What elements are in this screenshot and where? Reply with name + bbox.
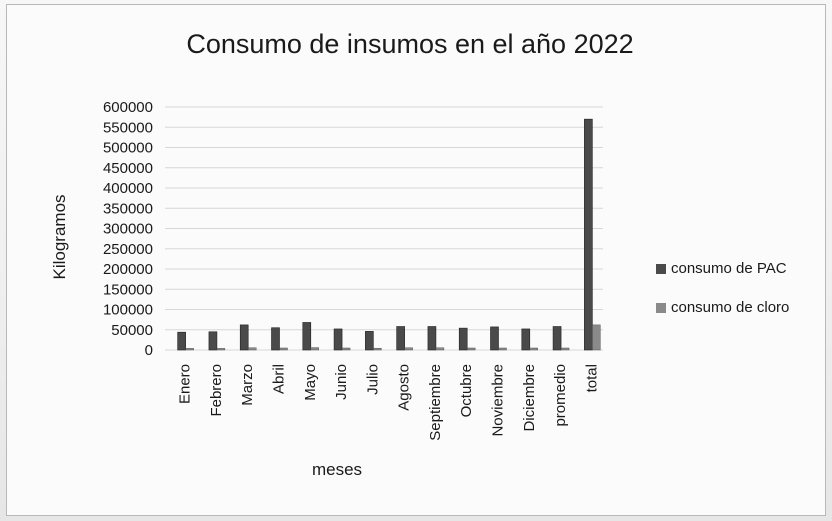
x-axis-ticks: Enero Febrero Marzo Abril Mayo Junio Julio Agos… xyxy=(177,364,601,441)
y-axis-label: Kilogramos xyxy=(50,194,69,279)
bar-cloro xyxy=(341,347,351,351)
bars xyxy=(177,118,601,351)
bar-pac xyxy=(208,331,218,351)
bar-cloro xyxy=(216,348,226,351)
x-tick-label: Octubre xyxy=(458,364,475,417)
x-axis-label: meses xyxy=(312,460,362,479)
x-tick-label: Noviembre xyxy=(490,364,507,437)
y-tick-label: 550000 xyxy=(103,119,153,136)
bar-cloro xyxy=(592,324,601,351)
x-tick-label: Abril xyxy=(271,364,288,394)
y-tick-label: 600000 xyxy=(103,99,153,116)
bar-pac xyxy=(271,327,280,351)
legend-label: consumo de PAC xyxy=(671,260,787,277)
bar-pac xyxy=(552,326,562,351)
bar-cloro xyxy=(467,347,476,351)
bar-pac xyxy=(177,331,186,351)
legend-swatch xyxy=(656,303,666,313)
x-tick-label: Junio xyxy=(333,364,350,400)
bar-pac xyxy=(239,324,249,351)
bar-pac xyxy=(427,326,437,351)
chart-svg: Consumo de insumos en el año 2022 Kilogr… xyxy=(50,29,789,479)
bar-pac xyxy=(365,331,374,351)
y-tick-label: 250000 xyxy=(103,241,153,258)
y-tick-label: 0 xyxy=(145,342,153,359)
bar-cloro xyxy=(498,347,507,351)
bar-pac xyxy=(584,118,593,351)
x-tick-label: Julio xyxy=(364,364,381,395)
x-tick-label: Mayo xyxy=(302,364,319,401)
y-tick-label: 100000 xyxy=(103,302,153,319)
y-tick-label: 300000 xyxy=(103,221,153,238)
x-tick-label: Agosto xyxy=(396,364,413,411)
y-tick-label: 50000 xyxy=(111,322,153,339)
bar-cloro xyxy=(435,347,445,351)
gridlines xyxy=(165,106,603,351)
chart-title: Consumo de insumos en el año 2022 xyxy=(186,29,633,59)
bar-pac xyxy=(458,327,468,351)
y-tick-label: 350000 xyxy=(103,200,153,217)
chart-area: Consumo de insumos en el año 2022 Kilogr… xyxy=(6,4,826,516)
bar-cloro xyxy=(248,347,257,351)
y-tick-label: 150000 xyxy=(103,281,153,298)
bar-cloro xyxy=(560,347,570,351)
x-tick-label: Septiembre xyxy=(427,364,444,441)
bar-pac xyxy=(333,328,343,351)
y-tick-label: 500000 xyxy=(103,140,153,157)
bar-pac xyxy=(302,322,312,351)
y-axis-ticks: 0 50000 100000 150000 200000 250000 300000 3500… xyxy=(103,99,153,359)
legend-label: consumo de cloro xyxy=(671,299,789,316)
x-tick-label: Enero xyxy=(177,364,194,404)
x-tick-label: Febrero xyxy=(208,364,225,417)
bar-pac xyxy=(521,328,531,351)
x-tick-label: promedio xyxy=(552,364,569,427)
bar-pac xyxy=(396,326,405,351)
legend: consumo de PAC consumo de cloro xyxy=(656,260,789,316)
x-tick-label: total xyxy=(583,364,600,392)
bar-cloro xyxy=(373,347,382,351)
bar-cloro xyxy=(279,347,288,351)
y-tick-label: 200000 xyxy=(103,261,153,278)
x-tick-label: Diciembre xyxy=(521,364,538,432)
bar-cloro xyxy=(404,347,413,351)
legend-swatch xyxy=(656,264,666,274)
bar-cloro xyxy=(185,348,194,351)
bar-cloro xyxy=(310,347,319,351)
x-tick-label: Marzo xyxy=(239,364,256,406)
bar-pac xyxy=(490,326,499,351)
y-tick-label: 450000 xyxy=(103,160,153,177)
bar-cloro xyxy=(529,347,538,351)
y-tick-label: 400000 xyxy=(103,180,153,197)
